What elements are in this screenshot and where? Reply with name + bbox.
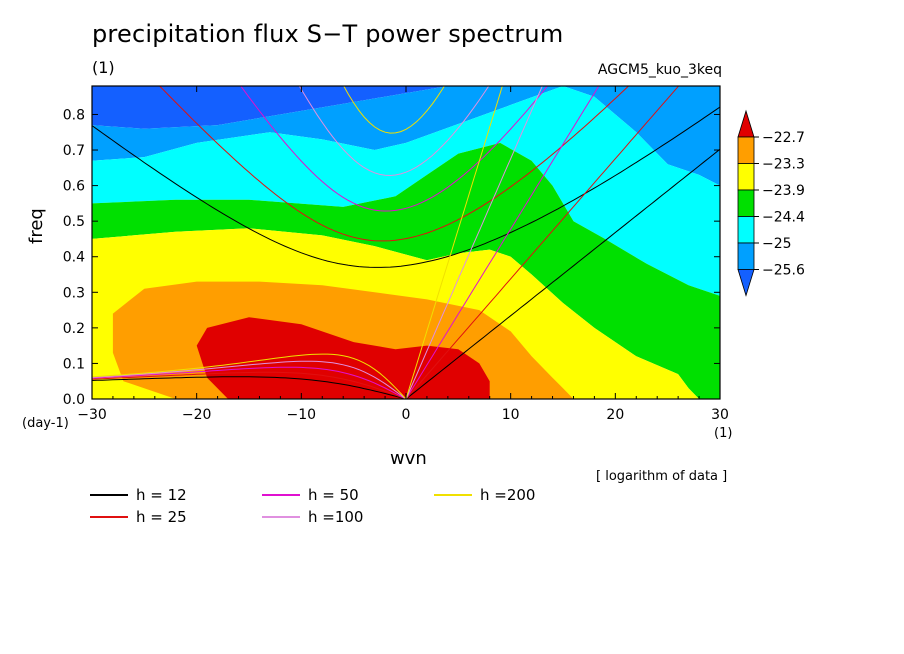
x-tick-label: 10 (502, 407, 520, 423)
colorbar-label: −23.9 (762, 183, 805, 199)
colorbar-label: −24.4 (762, 210, 805, 226)
y-tick-label: 0.7 (63, 143, 85, 159)
dispersion-curve-kelvin-h25 (405, 86, 680, 399)
colorbar-segment (737, 242, 755, 270)
dispersion-curve-kelvin-h200 (405, 86, 503, 399)
legend-swatch (90, 494, 128, 496)
dispersion-curve-ig1-h100 (298, 86, 490, 177)
x-tick-label: 30 (711, 407, 729, 423)
legend-item: h = 12 (90, 486, 187, 504)
legend-swatch (90, 516, 128, 518)
colorbar-segment (737, 136, 755, 164)
y-tick-label: 0.3 (63, 285, 85, 301)
contour-fills (92, 86, 720, 399)
legend-item: h =200 (434, 486, 535, 504)
fill-level-n25 (92, 86, 720, 296)
x-tick-label: 0 (402, 407, 411, 423)
y-tick-label: 0.1 (63, 356, 85, 372)
legend-swatch (262, 494, 300, 496)
dispersion-curve-kelvin-h50 (405, 86, 600, 399)
colorbar-label: −23.3 (762, 157, 805, 173)
y-axis-unit: (day-1) (22, 416, 69, 431)
dispersion-curve-kelvin-h100 (405, 86, 543, 399)
dispersion-curve-ig1-h12 (92, 106, 720, 268)
run-id-label: AGCM5_kuo_3keq (597, 62, 722, 78)
legend-item: h = 25 (90, 508, 187, 526)
chart-subtitle: (1) (92, 58, 115, 77)
x-tick-label: −10 (287, 407, 317, 423)
fill-highest (196, 317, 490, 399)
legend-item: h = 50 (262, 486, 359, 504)
y-tick-label: 0.5 (63, 214, 85, 230)
legend-swatch (262, 516, 300, 518)
y-tick-label: 0.0 (63, 392, 85, 408)
legend-label: h =100 (308, 508, 364, 526)
fill-level-n25_6 (92, 86, 720, 186)
dispersion-curve-er1-h100 (92, 360, 407, 399)
legend-label: h = 25 (136, 508, 187, 526)
colorbar-bottom-arrow (737, 269, 755, 297)
dispersion-curve-ig1-h200 (343, 86, 445, 134)
colorbar-label: −25 (762, 236, 792, 252)
fill-lowest (92, 86, 448, 129)
y-tick-label: 0.4 (63, 250, 85, 266)
dispersion-curve-ig1-h25 (158, 86, 630, 242)
legend-label: h = 12 (136, 486, 187, 504)
legend: h = 12 h = 25 h = 50 h =100 h =200 (90, 486, 610, 530)
data-note: [ logarithm of data ] (596, 469, 728, 484)
colorbar-label: −22.7 (762, 130, 805, 146)
y-tick-label: 0.2 (63, 321, 85, 337)
x-tick-label: 20 (606, 407, 624, 423)
fill-level-n24_4 (92, 142, 720, 399)
x-axis-unit: (1) (714, 426, 733, 441)
colorbar-label: −25.6 (762, 263, 805, 279)
x-tick-label: −30 (77, 407, 107, 423)
y-axis: 0.0 0.1 0.2 0.3 0.4 0.5 0.6 0.7 0.8 (63, 107, 720, 408)
colorbar-segment (737, 216, 755, 244)
dispersion-curves (92, 86, 720, 399)
y-tick-label: 0.6 (63, 179, 85, 195)
chart-title: precipitation flux S−T power spectrum (92, 20, 564, 48)
x-axis: −30 −20 −10 0 10 20 30 (77, 86, 729, 423)
colorbar-segment (737, 189, 755, 217)
legend-item: h =100 (262, 508, 363, 526)
dispersion-curve-er1-h12 (92, 376, 407, 399)
dispersion-curve-kelvin-h12 (405, 148, 720, 399)
legend-swatch (434, 494, 472, 496)
dispersion-curve-er1-h200 (92, 353, 407, 399)
y-tick-label: 0.8 (63, 107, 85, 123)
legend-label: h =200 (480, 486, 536, 504)
colorbar-top-arrow (737, 109, 755, 138)
x-tick-label: −20 (182, 407, 212, 423)
colorbar: −22.7 −23.3 −23.9 −24.4 −25 −25.6 (737, 109, 805, 297)
dispersion-curve-ig1-h50 (240, 86, 549, 212)
colorbar-segment (737, 163, 755, 191)
dispersion-curve-er1-h50 (92, 366, 407, 399)
x-axis-label: wvn (390, 448, 427, 469)
y-axis-label: freq (26, 208, 47, 244)
legend-label: h = 50 (308, 486, 359, 504)
dispersion-curve-er1-h25 (92, 371, 407, 399)
